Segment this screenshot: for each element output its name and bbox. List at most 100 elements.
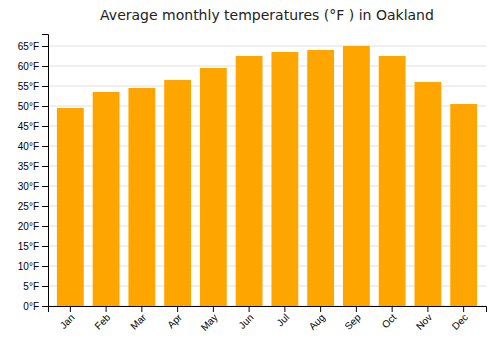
tick-label: Jan [58,312,77,331]
tick-label: 65°F [18,41,39,52]
y-tick: 45°F [18,121,48,132]
y-tick: 35°F [18,161,48,172]
grid [48,46,486,306]
y-tick: 20°F [18,221,48,232]
tick-label: Jul [274,312,291,329]
tick-mark [42,146,48,147]
bar [343,46,370,306]
tick-label: 30°F [18,181,39,192]
bars [57,46,477,306]
tick-mark [42,266,48,267]
tick-mark [392,306,393,312]
bar [93,92,120,306]
tick-mark [42,106,48,107]
bar [57,108,84,306]
tick-label: Sep [342,311,363,332]
y-tick: 60°F [18,61,48,72]
bar [200,68,227,306]
tick-label: 20°F [18,221,39,232]
x-tick: Jul [274,306,291,328]
y-tick: 55°F [18,81,48,92]
tick-mark [249,306,250,312]
x-axis: Jan Feb Mar Apr May Jun Jul Aug Sep Oct Nov Dec [49,306,487,333]
tick-label: Jun [236,312,255,331]
y-axis: 0°F 5°F 10°F 15°F 20°F 25°F 30°F 35°F 40°F 45°F 50… [18,35,49,312]
y-tick: 30°F [18,181,48,192]
tick-label: Nov [414,312,434,332]
tick-label: 50°F [18,101,39,112]
tick-mark [284,306,285,312]
tick-mark [42,286,48,287]
y-tick: 40°F [18,141,48,152]
tick-label: Feb [93,311,113,331]
x-tick: Nov [414,306,434,332]
tick-mark [42,226,48,227]
y-tick: 25°F [18,201,48,212]
tick-label: 45°F [18,121,39,132]
tick-mark [463,306,464,312]
tick-mark [356,306,357,312]
tick-mark [213,306,214,312]
bar [164,80,191,306]
tick-mark [177,306,178,312]
y-tick: 65°F [18,41,48,52]
tick-mark [42,126,48,127]
tick-label: Oct [380,312,399,331]
tick-mark [320,306,321,312]
axis-line [42,35,49,307]
tick-label: 55°F [18,81,39,92]
bar [307,50,334,306]
grid-line [48,46,486,47]
tick-mark [42,86,48,87]
tick-label: 5°F [23,281,39,292]
tick-mark [141,306,142,312]
axis-line [49,307,487,313]
tick-mark [42,206,48,207]
y-tick: 0°F [23,301,48,312]
plot-area: 0°F 5°F 10°F 15°F 20°F 25°F 30°F 35°F 40°F 45°F 50… [18,35,487,333]
tick-mark [106,306,107,312]
x-tick: Sep [342,306,363,332]
tick-label: 25°F [18,201,39,212]
bar [450,104,477,306]
bar [128,88,155,306]
tick-mark [42,166,48,167]
x-tick: Aug [307,306,327,332]
tick-label: 35°F [18,161,39,172]
tick-mark [42,246,48,247]
tick-label: 60°F [18,61,39,72]
y-tick: 15°F [18,241,48,252]
x-tick: May [199,306,220,333]
tick-label: Dec [450,312,470,332]
x-tick: Jan [58,306,77,331]
y-tick: 50°F [18,101,48,112]
tick-label: 0°F [23,301,39,312]
y-tick: 10°F [18,261,48,272]
tick-label: May [199,312,220,333]
x-tick: Apr [165,306,184,330]
bar [379,56,406,306]
tick-label: 10°F [18,261,39,272]
tick-label: Apr [165,311,184,330]
chart: 0°F 5°F 10°F 15°F 20°F 25°F 30°F 35°F 40°F 45°F 50… [0,0,500,350]
tick-mark [42,306,48,307]
grid-line [48,66,486,67]
tick-label: Mar [128,311,148,331]
y-tick: 5°F [23,281,48,292]
tick-label: 15°F [18,241,39,252]
tick-label: Aug [307,312,327,332]
tick-mark [427,306,428,312]
tick-mark [42,66,48,67]
title: Average monthly temperatures (°F ) in Oa… [100,7,434,23]
x-tick: Jun [236,306,255,331]
tick-mark [70,306,71,312]
bar [271,52,298,306]
tick-mark [42,186,48,187]
bar [236,56,263,306]
x-tick: Dec [450,306,470,332]
tick-mark [42,46,48,47]
x-tick: Mar [128,306,148,332]
tick-label: 40°F [18,141,39,152]
x-tick: Oct [380,306,399,330]
x-tick: Feb [93,306,113,332]
